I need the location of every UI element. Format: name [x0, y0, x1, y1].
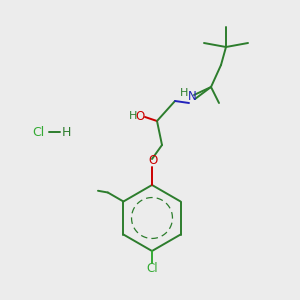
Text: H: H — [129, 111, 137, 121]
Text: N: N — [188, 91, 196, 103]
Text: O: O — [148, 154, 158, 167]
Text: H: H — [180, 88, 188, 98]
Text: O: O — [135, 110, 145, 122]
Text: Cl: Cl — [32, 125, 44, 139]
Text: Cl: Cl — [146, 262, 158, 275]
Text: H: H — [61, 125, 71, 139]
